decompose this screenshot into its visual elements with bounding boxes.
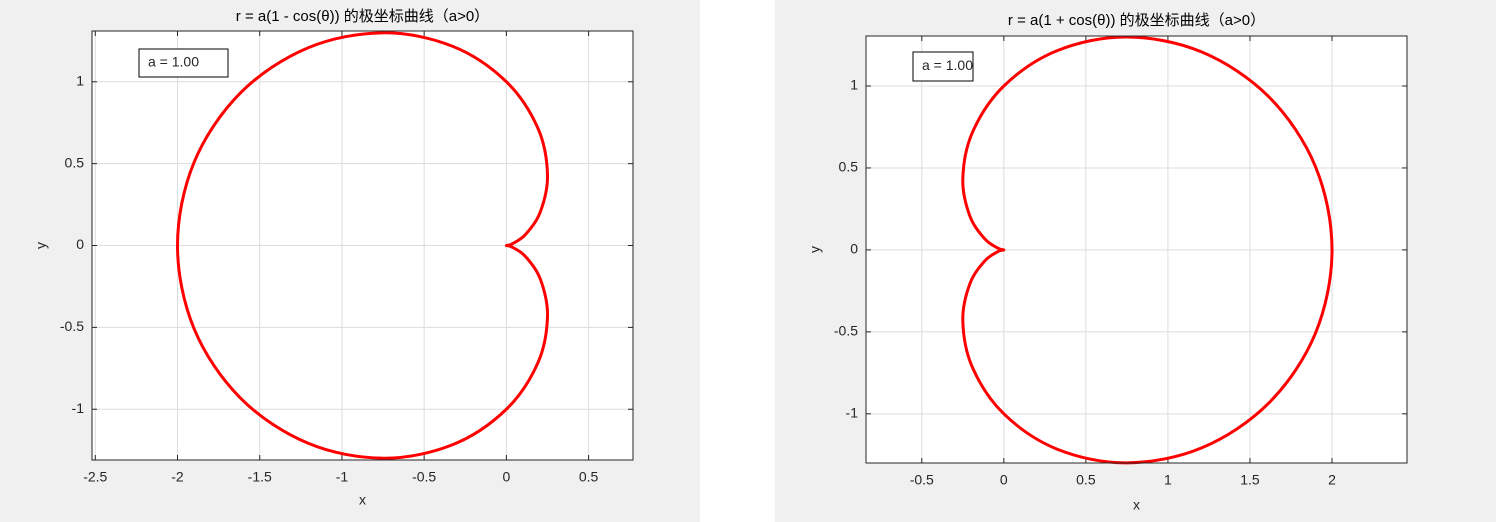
annotation-box [138,48,229,78]
x-tick-label: -1 [336,469,349,485]
y-tick-label: -1 [72,400,85,416]
curve [961,35,1334,465]
x-tick-label: -0.5 [910,472,934,488]
x-tick-label: 0.5 [579,469,599,485]
y-axis-label: y [807,246,823,253]
x-tick-label: -1.5 [248,469,272,485]
y-tick-label: 0 [850,241,858,257]
y-tick-label: 1 [76,72,84,88]
y-tick-label: 1 [850,77,858,93]
x-tick-label: 2 [1328,472,1336,488]
x-tick-label: 1 [1164,472,1172,488]
annotation: a = 1.00 [922,57,973,73]
y-tick-label: -1 [846,405,859,421]
x-axis-label: x [1133,497,1140,513]
x-tick-label: 0.5 [1076,472,1096,488]
x-tick-label: -2 [171,469,184,485]
x-tick-label: 1.5 [1240,472,1260,488]
x-axis-label: x [359,492,366,508]
y-tick-label: -0.5 [60,318,84,334]
y-axis-label: y [33,242,49,249]
x-tick-label: 0 [1000,472,1008,488]
x-tick-label: 0 [502,469,510,485]
y-tick-label: -0.5 [834,323,858,339]
y-tick-label: 0.5 [839,159,859,175]
annotation: a = 1.00 [148,54,199,70]
annotation-box [912,51,974,82]
chart-title: r = a(1 + cos(θ)) 的极坐标曲线（a>0） [1008,12,1265,29]
y-tick-label: 0.5 [65,154,85,170]
y-tick-label: 0 [76,236,84,252]
x-tick-label: -0.5 [412,469,436,485]
axes-box [865,35,1408,464]
curve [176,31,549,460]
x-tick-label: -2.5 [83,469,107,485]
axes-box [91,30,634,461]
chart-title: r = a(1 - cos(θ)) 的极坐标曲线（a>0） [236,8,489,25]
